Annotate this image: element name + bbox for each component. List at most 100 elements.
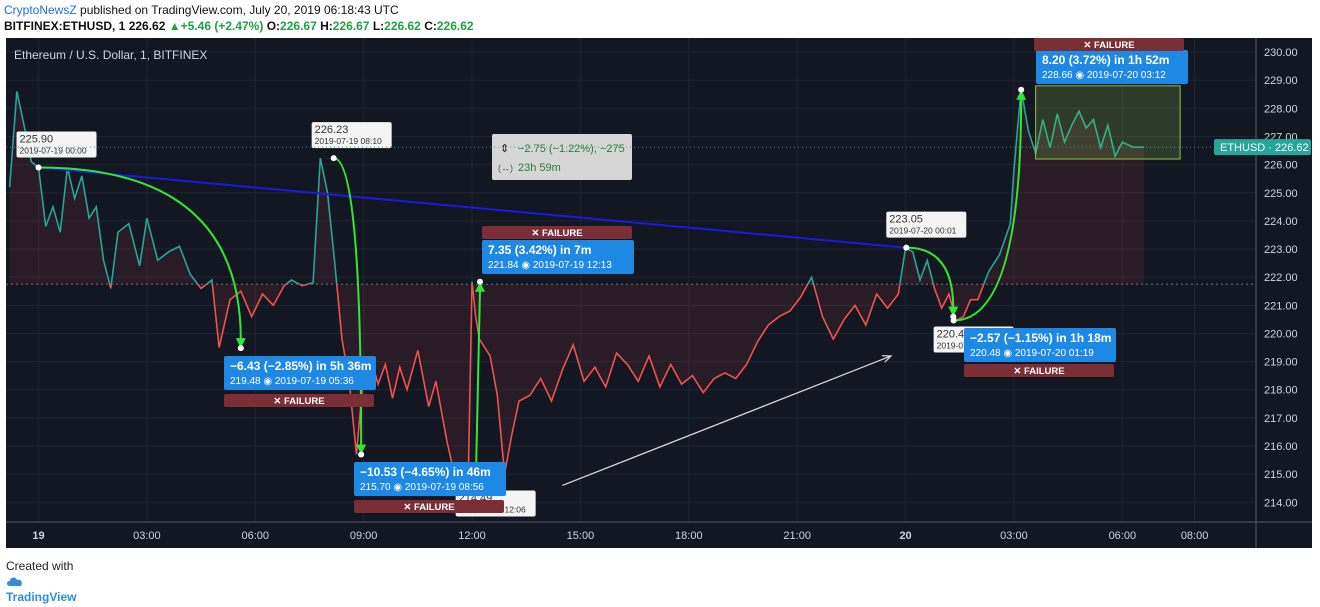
price-series: [8, 89, 1145, 491]
move-label-box: [354, 462, 506, 496]
move-label-box: [482, 240, 634, 274]
move-label-change: −2.57 (−1.15%) in 1h 18m: [970, 331, 1111, 345]
failure-tag-text: ✕ FAILURE: [273, 396, 324, 407]
x-tick-label: 06:00: [242, 530, 270, 542]
move-label-box: [224, 356, 376, 390]
move-label-target: 221.84 ◉ 2019-07-19 12:13: [488, 260, 612, 271]
point-label-time: 2019-07-19 00:00: [20, 145, 87, 155]
x-tick-label: 03:00: [133, 530, 161, 542]
move-anchor-dot: [330, 155, 337, 162]
open-label: O:: [266, 19, 281, 33]
measure-icon: ⇕: [500, 143, 509, 155]
chart-area[interactable]: 214.00 215.00 216.00 217.00 218.00 219.00 220.…: [6, 38, 1312, 548]
chart-title: Ethereum / U.S. Dollar, 1, BITFINEX: [14, 48, 207, 62]
y-tick-label: 218.00: [1264, 385, 1298, 397]
move-arrow: [906, 246, 955, 309]
footer: Created with TradingView: [6, 556, 76, 604]
point-label-time: 2019-07-20 00:01: [889, 226, 956, 236]
move-label-target: 219.48 ◉ 2019-07-19 05:36: [230, 376, 354, 387]
low-label: L:: [372, 19, 385, 33]
move-arrowhead: [474, 281, 485, 292]
x-tick-label: 03:00: [1000, 530, 1028, 542]
ohlc-line: BITFINEX:ETHUSD, 1 226.62 ▲+5.46 (+2.47%…: [4, 18, 1314, 35]
measure-box: [492, 134, 632, 180]
point-label-box: [886, 211, 967, 238]
publisher-link[interactable]: CryptoNewsZ: [4, 3, 77, 17]
x-tick-label: 15:00: [567, 530, 595, 542]
move-label-target: 215.70 ◉ 2019-07-19 08:56: [360, 482, 484, 493]
chart-header: CryptoNewsZ published on TradingView.com…: [4, 3, 1314, 37]
move-arrowhead: [1016, 89, 1027, 100]
created-with-text: Created with: [6, 559, 74, 573]
y-tick-label: 219.00: [1264, 357, 1298, 369]
failure-tag: [482, 226, 632, 239]
measure-time-icon: (↔): [498, 163, 513, 173]
price-line-up: [8, 89, 1145, 285]
point-label-price: 225.90: [20, 133, 54, 145]
x-tick-label: 21:00: [783, 530, 811, 542]
y-tick-label: 224.00: [1264, 216, 1298, 228]
x-tick-label: 18:00: [675, 530, 703, 542]
move-end-dot: [476, 278, 483, 285]
failure-tag: [964, 364, 1114, 377]
y-tick-label: 214.00: [1264, 497, 1298, 509]
y-tick-label: 222.00: [1264, 272, 1298, 284]
high-label: H:: [320, 19, 333, 33]
failure-tag: [354, 500, 504, 513]
x-tick-label: 19: [32, 530, 44, 542]
move-end-dot: [237, 345, 244, 352]
move-end-dot: [1018, 86, 1025, 93]
move-anchor-dot: [35, 164, 42, 171]
failure-tag-text: ✕ FAILURE: [403, 502, 454, 513]
y-tick-label: 220.00: [1264, 328, 1298, 340]
measure-change: −2.75 (−1.22%), −275: [518, 143, 625, 155]
move-anchor-dot: [903, 244, 910, 251]
last-price-tag: [1214, 139, 1311, 156]
move-arrow: [953, 97, 1023, 322]
x-tick-label: 09:00: [350, 530, 378, 542]
y-tick-label: 226.00: [1264, 160, 1298, 172]
y-tick-label: 221.00: [1264, 300, 1298, 312]
x-tick-label: 06:00: [1109, 530, 1137, 542]
failure-tag-text: ✕ FAILURE: [531, 228, 582, 239]
close-value: 226.62: [436, 19, 474, 33]
published-text: published on TradingView.com, July 20, 2…: [76, 3, 399, 17]
close-label: C:: [424, 19, 437, 33]
y-tick-label: 215.00: [1264, 469, 1298, 481]
move-anchor-dot: [950, 317, 957, 324]
price-area-fill: [9, 89, 1145, 489]
tradingview-brand[interactable]: TradingView: [6, 590, 77, 604]
trend-line: [38, 166, 906, 249]
move-label-change: 8.20 (3.72%) in 1h 52m: [1042, 53, 1169, 67]
y-tick-label: 216.00: [1264, 441, 1298, 453]
y-tick-label: 229.00: [1264, 75, 1298, 87]
failure-tag: [224, 394, 374, 407]
y-tick-label: 230.00: [1264, 47, 1298, 59]
move-arrowhead: [235, 338, 246, 349]
move-arrow: [474, 289, 481, 489]
failure-tag: [1034, 38, 1184, 51]
price-change: +5.46 (+2.47%): [180, 19, 264, 33]
move-end-dot: [358, 451, 365, 458]
trend-arrow-line: [562, 355, 892, 486]
last-price-tag-text: ETHUSD · 226.62: [1220, 142, 1309, 154]
point-label-time: 2019-07-19 08:10: [315, 136, 382, 146]
x-tick-label: 20: [899, 530, 911, 542]
y-tick-label: 223.00: [1264, 244, 1298, 256]
move-label-box: [964, 328, 1116, 362]
move-arrow: [38, 166, 242, 341]
move-label-target: 228.66 ◉ 2019-07-20 03:12: [1042, 70, 1166, 81]
move-label-change: 7.35 (3.42%) in 7m: [488, 243, 591, 257]
price-chart[interactable]: 214.00 215.00 216.00 217.00 218.00 219.00 220.…: [6, 38, 1312, 548]
current-price: 226.62: [128, 19, 166, 33]
low-value: 226.62: [384, 19, 421, 33]
move-label-change: −6.43 (−2.85%) in 5h 36m: [230, 359, 371, 373]
y-tick-label: 217.00: [1264, 413, 1298, 425]
failure-tag-text: ✕ FAILURE: [1013, 366, 1064, 377]
move-label-change: −10.53 (−4.65%) in 46m: [360, 465, 491, 479]
y-tick-label: 225.00: [1264, 188, 1298, 200]
x-tick-label: 08:00: [1181, 530, 1209, 542]
failure-tag-text: ✕ FAILURE: [1083, 40, 1134, 51]
point-label-box: [16, 131, 97, 158]
y-tick-label: 228.00: [1264, 103, 1298, 115]
